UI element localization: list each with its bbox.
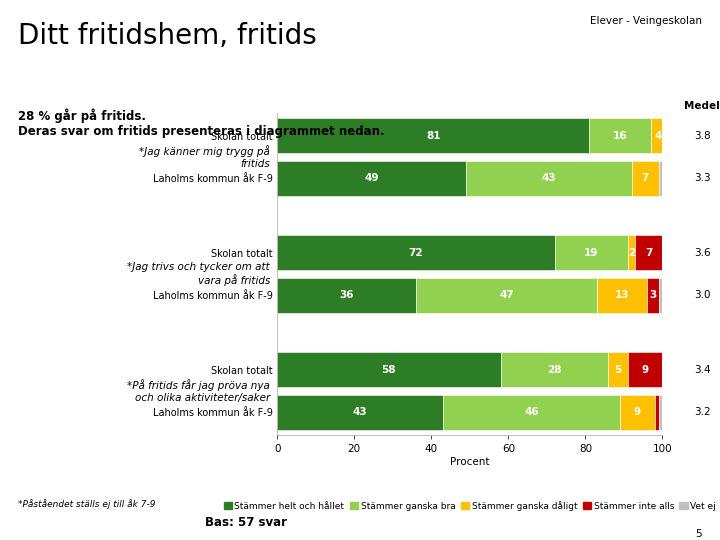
Text: 3.2: 3.2: [693, 407, 711, 417]
Text: *Jag känner mig trygg på
fritids: *Jag känner mig trygg på fritids: [139, 145, 270, 169]
Bar: [416, 278, 597, 313]
Text: 43: 43: [541, 173, 556, 184]
Text: 2: 2: [628, 248, 635, 258]
Bar: [597, 278, 647, 313]
Text: Bas: 57 svar: Bas: 57 svar: [205, 516, 287, 529]
Text: Elever - Veingeskolan: Elever - Veingeskolan: [590, 16, 702, 26]
Bar: [277, 235, 554, 271]
Text: 46: 46: [524, 407, 539, 417]
Bar: [277, 278, 416, 313]
Text: 3.8: 3.8: [693, 131, 711, 141]
Bar: [500, 352, 608, 387]
Text: 58: 58: [382, 364, 396, 375]
Bar: [636, 235, 662, 271]
Text: 13: 13: [615, 291, 629, 300]
Text: 9: 9: [642, 364, 649, 375]
Text: *Påståendet ställs ej till åk 7-9: *Påståendet ställs ej till åk 7-9: [18, 500, 156, 509]
Text: 47: 47: [499, 291, 514, 300]
Text: 5: 5: [696, 529, 702, 539]
Text: 7: 7: [645, 248, 652, 258]
Text: 4: 4: [655, 131, 662, 141]
Bar: [589, 118, 651, 153]
Text: *På fritids får jag pröva nya
och olika aktiviteter/saker: *På fritids får jag pröva nya och olika …: [127, 379, 270, 403]
Text: 3: 3: [649, 291, 657, 300]
Bar: [628, 235, 636, 271]
Bar: [631, 161, 659, 196]
Bar: [659, 161, 662, 196]
Bar: [651, 118, 666, 153]
Text: Ditt fritidshem, fritids: Ditt fritidshem, fritids: [18, 22, 317, 50]
Legend: Stämmer helt och hållet, Stämmer ganska bra, Stämmer ganska dåligt, Stämmer inte: Stämmer helt och hållet, Stämmer ganska …: [220, 497, 720, 514]
Text: 28 % går på fritids.
Deras svar om fritids presenteras i diagrammet nedan.: 28 % går på fritids. Deras svar om friti…: [18, 108, 384, 138]
Bar: [654, 395, 659, 430]
Bar: [466, 161, 631, 196]
Bar: [277, 395, 443, 430]
Bar: [277, 161, 466, 196]
Bar: [554, 235, 628, 271]
Text: 3.4: 3.4: [693, 364, 711, 375]
Text: Medel: Medel: [684, 100, 720, 111]
Bar: [443, 395, 620, 430]
Text: 43: 43: [353, 407, 367, 417]
Text: *Jag trivs och tycker om att
vara på fritids: *Jag trivs och tycker om att vara på fri…: [127, 262, 270, 286]
Text: 3.3: 3.3: [693, 173, 711, 184]
X-axis label: Procent: Procent: [450, 456, 490, 467]
Text: 9: 9: [634, 407, 641, 417]
Bar: [659, 395, 662, 430]
Bar: [277, 352, 500, 387]
Text: 3.6: 3.6: [693, 248, 711, 258]
Bar: [620, 395, 654, 430]
Text: 16: 16: [613, 131, 627, 141]
Bar: [647, 278, 659, 313]
Text: 5: 5: [614, 364, 622, 375]
Text: 72: 72: [408, 248, 423, 258]
Bar: [608, 352, 628, 387]
Text: 28: 28: [547, 364, 562, 375]
Bar: [277, 118, 589, 153]
Bar: [628, 352, 662, 387]
Text: 7: 7: [642, 173, 649, 184]
Text: 49: 49: [364, 173, 379, 184]
Text: 3.0: 3.0: [694, 291, 710, 300]
Text: 36: 36: [339, 291, 354, 300]
Bar: [659, 278, 662, 313]
Text: 19: 19: [584, 248, 598, 258]
Text: 81: 81: [426, 131, 441, 141]
